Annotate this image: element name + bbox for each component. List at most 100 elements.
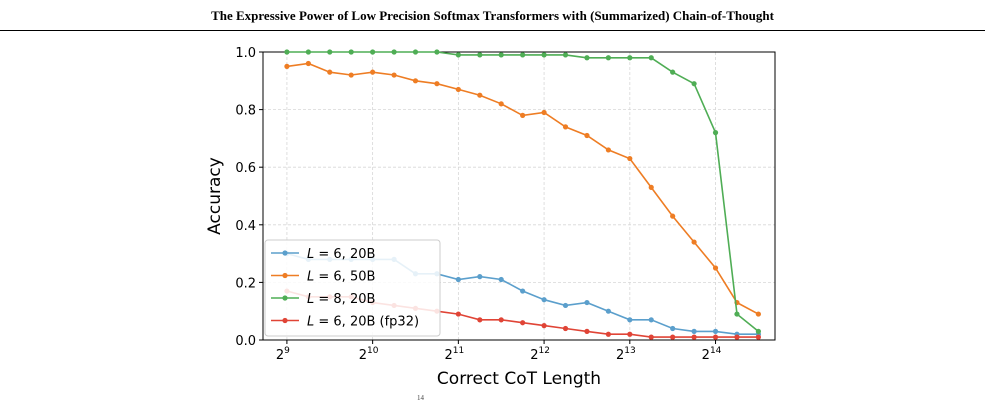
data-point — [305, 60, 311, 67]
data-point — [477, 317, 483, 323]
legend-variable: L — [307, 315, 314, 330]
data-point — [520, 288, 526, 294]
data-point — [755, 311, 761, 317]
legend-label: L = 6, 50B — [307, 270, 375, 285]
data-point — [348, 49, 354, 55]
data-point — [584, 328, 590, 334]
data-point — [284, 49, 290, 55]
data-point — [648, 334, 654, 340]
data-point — [412, 49, 419, 55]
data-point — [584, 132, 590, 139]
data-point — [627, 317, 633, 323]
data-point — [455, 86, 461, 93]
data-point — [605, 147, 611, 153]
data-point — [755, 334, 761, 340]
data-point — [348, 72, 354, 78]
data-point — [541, 323, 547, 329]
data-point — [691, 239, 697, 245]
data-point — [370, 69, 376, 75]
legend-item: L = 6, 20B (fp32) — [271, 315, 419, 330]
x-tick-exponent: 9 — [284, 346, 290, 356]
data-point — [520, 112, 526, 118]
axis-ticks: 0.00.20.40.60.81.029 210 211 212 213 214 — [235, 46, 721, 363]
y-tick-label: 0.8 — [235, 104, 256, 119]
x-tick-base: 2 — [276, 348, 284, 363]
data-point — [648, 184, 654, 190]
data-point — [477, 92, 483, 98]
x-tick-exponent: 13 — [624, 346, 635, 356]
data-point — [755, 328, 761, 334]
x-tick-exponent: 10 — [367, 346, 379, 356]
data-point — [712, 130, 719, 136]
data-point — [648, 55, 654, 61]
series-3 — [284, 49, 761, 334]
x-tick-label: 211 — [444, 346, 464, 363]
data-point — [712, 328, 719, 334]
data-point — [562, 302, 569, 309]
data-point — [691, 334, 697, 340]
x-axis-label: Correct CoT Length — [437, 369, 601, 389]
data-point — [605, 331, 611, 337]
legend-swatch-marker — [282, 317, 288, 324]
data-point — [412, 78, 419, 84]
data-point — [627, 155, 633, 162]
legend-text: = 6, 20B — [314, 247, 375, 262]
data-point — [562, 124, 569, 130]
data-point — [391, 72, 397, 78]
data-point — [284, 63, 290, 69]
data-point — [434, 49, 440, 55]
legend-swatch-marker — [282, 250, 288, 256]
x-tick-label: 212 — [530, 346, 550, 363]
y-tick-label: 0.0 — [235, 334, 256, 349]
data-point — [584, 55, 590, 61]
legend-label: L = 8, 20B — [307, 292, 375, 307]
data-point — [648, 317, 654, 323]
data-point — [498, 101, 504, 107]
data-point — [670, 213, 676, 219]
legend-item: L = 6, 20B — [271, 247, 375, 262]
series-2 — [284, 60, 761, 317]
data-point — [670, 334, 676, 340]
data-point — [498, 317, 504, 323]
legend-text: = 6, 20B (fp32) — [314, 315, 419, 330]
data-point — [670, 69, 676, 75]
data-point — [477, 274, 483, 280]
data-point — [477, 52, 483, 58]
data-point — [734, 334, 740, 340]
data-point — [434, 81, 440, 87]
y-tick-label: 0.2 — [235, 276, 256, 291]
x-tick-base: 2 — [444, 348, 452, 363]
x-tick-label: 213 — [616, 346, 636, 363]
y-axis-label: Accuracy — [205, 157, 225, 235]
legend-label: L = 6, 20B — [307, 247, 375, 262]
data-point — [327, 69, 333, 75]
legend-text: = 6, 50B — [314, 270, 375, 285]
data-point — [541, 109, 547, 116]
data-point — [305, 49, 311, 55]
y-tick-label: 1.0 — [235, 46, 256, 61]
data-point — [712, 265, 719, 271]
data-point — [627, 55, 633, 61]
data-point — [541, 297, 547, 303]
data-point — [455, 276, 461, 283]
legend-swatch-marker — [282, 272, 288, 279]
legend-item: L = 8, 20B — [271, 292, 375, 307]
data-point — [670, 325, 676, 332]
data-point — [605, 308, 611, 314]
x-tick-label: 29 — [276, 346, 290, 363]
data-point — [562, 52, 569, 58]
data-point — [691, 81, 697, 87]
y-tick-label: 0.4 — [235, 219, 256, 234]
legend-variable: L — [307, 247, 314, 262]
x-tick-base: 2 — [702, 348, 710, 363]
legend-swatch-marker — [282, 295, 288, 301]
data-point — [605, 55, 611, 61]
data-point — [455, 52, 461, 58]
data-point — [327, 49, 333, 55]
paper-title: The Expressive Power of Low Precision So… — [211, 8, 774, 23]
paper-running-header: The Expressive Power of Low Precision So… — [0, 0, 985, 31]
data-point — [498, 52, 504, 58]
data-point — [520, 52, 526, 58]
data-point — [584, 299, 590, 306]
